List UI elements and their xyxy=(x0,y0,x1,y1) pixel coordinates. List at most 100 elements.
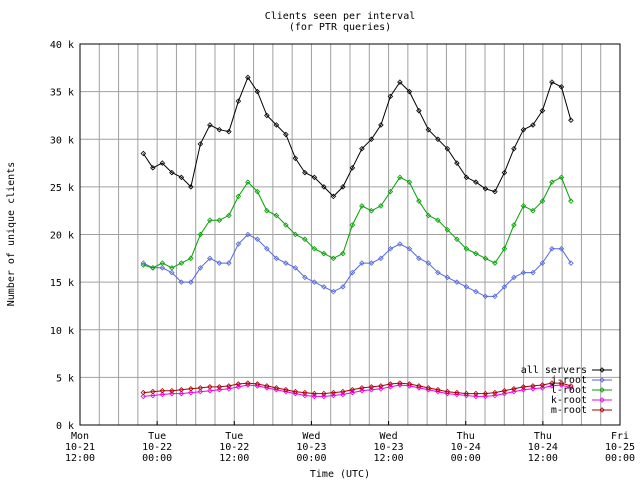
x-tick-label-line: 12:00 xyxy=(65,453,95,464)
data-point xyxy=(302,389,308,396)
legend-label: k-root xyxy=(551,395,587,406)
data-point xyxy=(520,203,527,209)
data-point xyxy=(435,217,441,223)
data-point xyxy=(454,236,460,243)
data-point xyxy=(397,380,403,386)
y-tick-label: 10 k xyxy=(50,326,74,337)
data-point xyxy=(159,391,166,398)
x-tick-label-line: Thu xyxy=(457,431,475,442)
data-point xyxy=(463,284,470,290)
data-point xyxy=(311,246,318,252)
data-point xyxy=(292,231,299,238)
data-point xyxy=(501,284,508,290)
data-point xyxy=(549,246,555,252)
data-point xyxy=(511,146,517,152)
x-tick-label-line: 12:00 xyxy=(374,453,404,464)
data-point xyxy=(140,389,147,396)
data-point xyxy=(283,260,289,266)
series-line xyxy=(143,233,572,297)
data-point xyxy=(359,385,365,391)
data-point xyxy=(321,184,327,190)
data-point xyxy=(188,279,194,285)
data-point xyxy=(349,386,356,393)
x-tick-label-line: Fri xyxy=(611,431,629,442)
data-point xyxy=(235,193,242,200)
legend-label: j-root xyxy=(551,375,587,386)
data-point xyxy=(159,387,166,394)
data-point xyxy=(482,390,489,397)
x-tick-label-line: 00:00 xyxy=(142,453,172,464)
data-point xyxy=(416,198,422,204)
data-point xyxy=(150,388,156,395)
data-point xyxy=(264,246,270,252)
data-point xyxy=(349,165,356,171)
data-point xyxy=(197,231,204,238)
data-point xyxy=(140,393,147,400)
data-point xyxy=(406,246,413,252)
data-point xyxy=(482,255,489,262)
data-point xyxy=(482,393,489,400)
data-point xyxy=(416,107,422,114)
data-point xyxy=(311,390,318,397)
data-point xyxy=(463,174,470,181)
data-point xyxy=(235,381,242,387)
data-point xyxy=(330,389,337,396)
legend-label: l-root xyxy=(551,385,587,396)
data-point xyxy=(520,126,527,133)
data-point xyxy=(188,184,194,190)
data-point xyxy=(226,383,232,389)
data-point xyxy=(197,265,204,271)
data-point xyxy=(397,79,403,85)
data-point xyxy=(501,387,508,394)
data-point xyxy=(444,146,451,152)
data-point xyxy=(473,250,479,257)
data-point xyxy=(150,265,156,271)
data-point xyxy=(302,392,308,399)
data-point xyxy=(359,146,365,152)
data-point xyxy=(539,382,546,388)
data-point xyxy=(378,203,384,209)
data-point xyxy=(302,169,308,176)
data-point xyxy=(207,384,213,390)
data-point xyxy=(178,386,185,393)
data-point xyxy=(292,265,299,271)
data-point xyxy=(568,260,574,266)
data-point xyxy=(378,122,384,128)
data-point xyxy=(435,386,441,393)
x-tick-label-line: 10-24 xyxy=(451,442,481,453)
data-point xyxy=(501,169,508,176)
data-point xyxy=(558,246,565,252)
x-tick-label-line: 00:00 xyxy=(605,453,635,464)
data-point xyxy=(207,387,213,394)
data-point xyxy=(454,160,460,166)
data-point xyxy=(216,384,223,390)
legend-label: all servers xyxy=(521,365,587,376)
data-point xyxy=(330,392,337,399)
x-tick-label-line: Tue xyxy=(148,431,166,442)
x-tick-label-line: Mon xyxy=(71,431,89,442)
data-point xyxy=(568,117,574,123)
data-point xyxy=(207,217,213,223)
data-point xyxy=(368,384,375,390)
series-line xyxy=(142,76,572,198)
data-point xyxy=(197,385,204,391)
data-point xyxy=(425,385,432,391)
data-point xyxy=(226,212,232,219)
data-point xyxy=(273,212,280,219)
data-point xyxy=(197,141,204,147)
data-point xyxy=(530,269,536,276)
x-tick-label-line: 10-25 xyxy=(605,442,635,453)
x-tick-label-line: Wed xyxy=(380,431,398,442)
data-point xyxy=(444,274,451,281)
data-point xyxy=(511,274,517,281)
data-point xyxy=(397,241,403,247)
data-point xyxy=(387,381,394,387)
data-point xyxy=(501,390,508,397)
data-point xyxy=(492,389,498,396)
data-point xyxy=(397,174,403,181)
series-line xyxy=(143,384,572,397)
x-tick-label-line: 00:00 xyxy=(296,453,326,464)
data-point xyxy=(140,150,147,157)
data-point xyxy=(264,112,270,119)
